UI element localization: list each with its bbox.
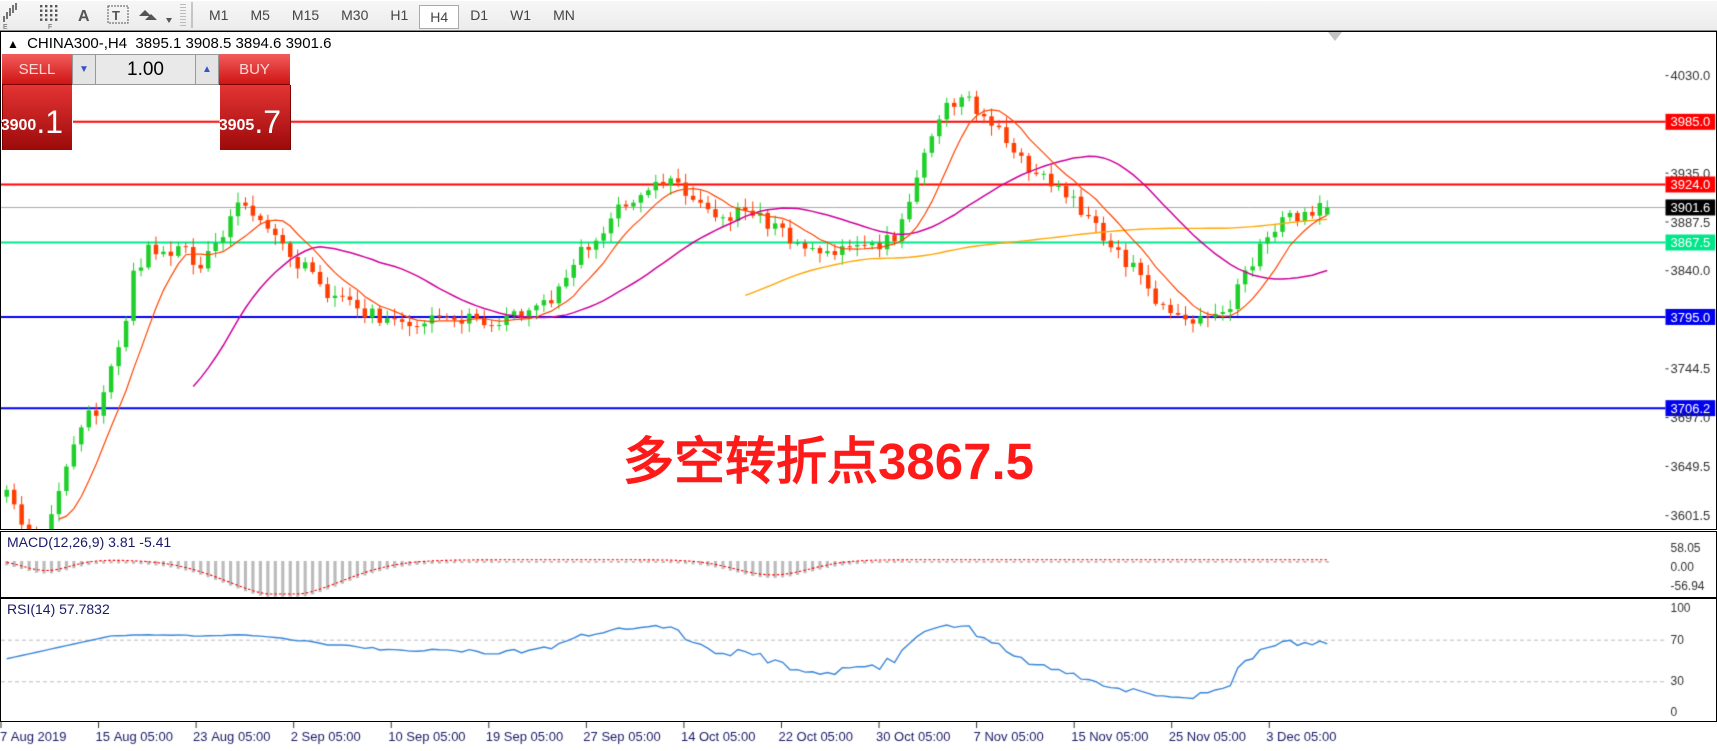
svg-text:T: T xyxy=(112,8,120,23)
svg-text:F: F xyxy=(48,24,52,30)
svg-text:A: A xyxy=(78,8,90,25)
svg-text:E: E xyxy=(3,24,8,30)
